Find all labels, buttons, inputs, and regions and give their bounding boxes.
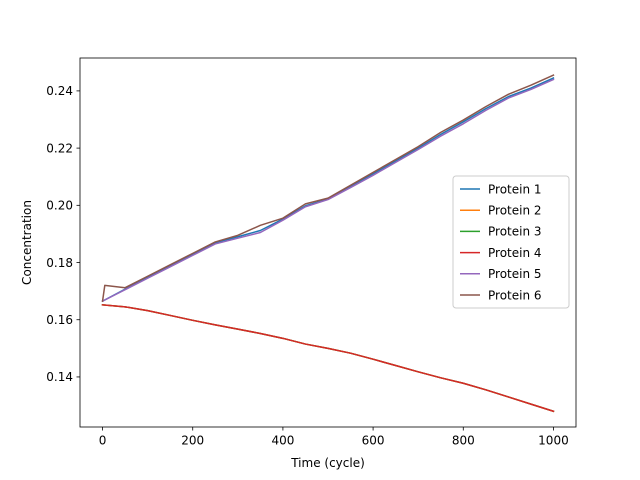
x-tick-label: 1000 (538, 434, 569, 448)
series-line-protein-5 (101, 78, 555, 303)
y-tick-label: 0.24 (46, 84, 73, 98)
legend-label-protein-6: Protein 6 (488, 288, 542, 302)
series-layer (101, 74, 555, 413)
legend-label-protein-2: Protein 2 (488, 204, 542, 218)
series-line-protein-4 (101, 304, 555, 413)
legend-label-protein-5: Protein 5 (488, 267, 542, 281)
x-tick-label: 800 (452, 434, 475, 448)
x-axis-ticks: 0 200 400 600 800 1000 (99, 427, 569, 448)
series-line-protein-6 (101, 74, 555, 302)
legend-label-protein-4: Protein 4 (488, 246, 542, 260)
y-tick-label: 0.20 (46, 199, 73, 213)
x-tick-label: 400 (271, 434, 294, 448)
axes-frame (79, 57, 577, 428)
y-tick-label: 0.14 (46, 370, 73, 384)
y-tick-label: 0.22 (46, 141, 73, 155)
legend-box (452, 175, 570, 309)
axes-layer (79, 57, 577, 428)
y-tick-label: 0.16 (46, 313, 73, 327)
x-tick-label: 600 (362, 434, 385, 448)
y-axis-ticks: 0.14 0.16 0.18 0.20 0.22 0.24 (46, 84, 80, 384)
legend-label-protein-1: Protein 1 (488, 182, 542, 196)
y-tick-label: 0.18 (46, 256, 73, 270)
x-tick-label: 200 (181, 434, 204, 448)
legend-label-protein-3: Protein 3 (488, 225, 542, 239)
x-axis-label: Time (cycle) (290, 456, 365, 470)
y-axis-label: Concentration (20, 200, 34, 285)
legend: Protein 1 Protein 2 Protein 3 Protein 4 Prot… (452, 175, 570, 309)
x-tick-label: 0 (99, 434, 107, 448)
